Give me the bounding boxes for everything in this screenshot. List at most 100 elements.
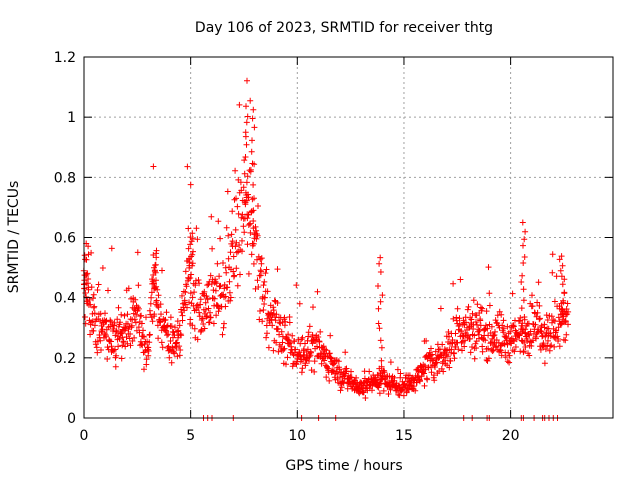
data-point (247, 229, 254, 236)
data-point (518, 279, 525, 285)
data-point (412, 387, 419, 394)
data-point (485, 355, 492, 362)
data-point (188, 271, 195, 278)
data-point (562, 337, 569, 344)
data-point (512, 344, 519, 350)
data-point (147, 300, 154, 307)
data-point (176, 343, 183, 350)
data-point (275, 325, 281, 332)
data-point (227, 249, 234, 256)
data-point (206, 319, 213, 326)
data-point (213, 280, 220, 287)
data-point (381, 369, 388, 376)
data-point (224, 188, 231, 195)
data-point (378, 357, 385, 364)
data-point (240, 223, 247, 230)
data-point (87, 331, 94, 338)
data-point (378, 363, 385, 370)
data-point (223, 224, 230, 231)
data-point (207, 272, 214, 279)
y-axis-label: SRMTID / TECUs (6, 181, 22, 294)
data-point (225, 255, 232, 262)
data-point (94, 287, 101, 293)
data-point (159, 344, 166, 351)
data-point (557, 321, 564, 328)
data-point (438, 365, 445, 372)
data-point (138, 312, 145, 319)
data-point (254, 277, 261, 284)
data-point (104, 356, 111, 362)
data-point (335, 358, 342, 365)
data-point (529, 337, 536, 344)
data-point (151, 285, 157, 292)
data-point (243, 103, 249, 110)
data-point (560, 310, 566, 316)
data-point (119, 342, 126, 349)
data-point (457, 276, 464, 283)
data-point (537, 327, 544, 334)
data-point (187, 290, 194, 297)
data-point (446, 364, 453, 371)
data-point (150, 163, 157, 170)
data-point (541, 360, 548, 367)
data-point (477, 317, 484, 324)
data-point (202, 299, 209, 306)
y-tick-label: 0.6 (54, 231, 76, 247)
data-point (139, 333, 146, 340)
data-point (211, 295, 218, 302)
data-point (292, 346, 299, 353)
data-point (519, 219, 526, 226)
data-point (170, 329, 177, 336)
data-point (135, 324, 142, 331)
data-point (265, 344, 272, 351)
data-point (520, 242, 526, 249)
data-point (243, 119, 250, 126)
data-point (375, 283, 381, 289)
data-point (510, 323, 517, 330)
data-point (192, 282, 199, 289)
data-point (448, 346, 455, 353)
data-point (474, 301, 481, 308)
data-point (411, 383, 417, 390)
data-point (521, 314, 528, 320)
data-point (226, 289, 233, 296)
data-point (507, 328, 514, 335)
data-point (555, 336, 562, 342)
data-point (182, 301, 189, 308)
data-point (243, 197, 250, 204)
data-point (247, 97, 254, 104)
data-point (454, 305, 461, 312)
data-point (200, 321, 207, 327)
data-point (551, 343, 558, 350)
data-point (337, 387, 344, 394)
data-point (129, 338, 136, 344)
data-point (532, 321, 539, 328)
data-point (176, 322, 183, 329)
data-point (166, 354, 173, 361)
data-point (479, 343, 486, 350)
data-point (348, 368, 354, 375)
data-point (251, 231, 258, 238)
data-point (376, 260, 383, 267)
data-point (189, 251, 196, 258)
data-point (227, 297, 234, 304)
data-point (472, 340, 479, 347)
data-point (111, 319, 118, 326)
data-point (164, 332, 170, 339)
data-point (232, 226, 239, 233)
x-tick-label: 5 (186, 428, 195, 444)
data-point (353, 374, 360, 381)
data-point (90, 291, 97, 298)
data-point (467, 335, 473, 342)
data-point (537, 346, 544, 353)
data-point (423, 337, 430, 344)
data-point (264, 288, 271, 295)
data-point (506, 359, 513, 366)
data-point (258, 255, 265, 262)
data-point (159, 267, 165, 274)
data-point (282, 318, 289, 325)
data-point (90, 327, 97, 334)
data-point (470, 297, 477, 304)
data-point (149, 276, 155, 283)
